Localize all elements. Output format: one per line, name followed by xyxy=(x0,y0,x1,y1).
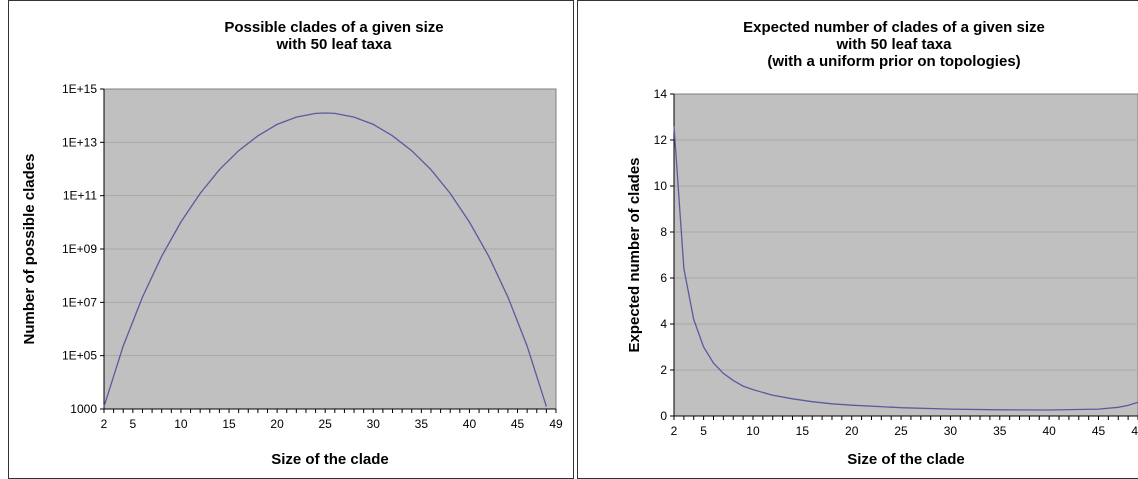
x-axis-label: Size of the clade xyxy=(271,451,389,468)
x-axis-label: Size of the clade xyxy=(847,451,965,468)
chart-panel-clade-counts: Possible clades of a given size with 50 l… xyxy=(8,0,574,479)
y-tick-label: 12 xyxy=(654,133,668,147)
x-tick-label: 5 xyxy=(130,417,137,431)
x-tick-label: 10 xyxy=(746,424,760,438)
y-tick-label: 1E+11 xyxy=(63,189,97,203)
x-tick-label: 30 xyxy=(944,424,958,438)
y-tick-label: 1E+13 xyxy=(62,135,97,149)
chart-title-line: Expected number of clades of a given siz… xyxy=(743,19,1045,36)
chart-title-line: Possible clades of a given size xyxy=(224,19,443,36)
x-tick-label: 49 xyxy=(549,417,563,431)
x-tick-label: 40 xyxy=(1042,424,1056,438)
chart-expected-clades: Expected number of clades of a given siz… xyxy=(626,19,1138,468)
y-axis-label: Expected number of clades xyxy=(626,157,643,352)
x-tick-label: 40 xyxy=(463,417,477,431)
x-tick-label: 35 xyxy=(993,424,1007,438)
x-tick-label: 20 xyxy=(270,417,284,431)
y-tick-label: 0 xyxy=(660,409,667,423)
y-tick-label: 14 xyxy=(654,87,668,101)
y-tick-label: 4 xyxy=(660,317,667,331)
x-tick-label: 25 xyxy=(319,417,333,431)
y-tick-label: 1E+09 xyxy=(62,242,97,256)
x-tick-label: 20 xyxy=(845,424,859,438)
series-line xyxy=(673,126,1138,411)
y-tick-label: 8 xyxy=(660,225,667,239)
y-tick-label: 1E+05 xyxy=(62,349,97,363)
x-tick-label: 35 xyxy=(415,417,429,431)
chart-title-line: (with a uniform prior on topologies) xyxy=(767,53,1020,70)
x-tick-label: 25 xyxy=(894,424,908,438)
x-tick-label: 45 xyxy=(1092,424,1106,438)
y-tick-label: 6 xyxy=(660,271,667,285)
chart-title-line: with 50 leaf taxa xyxy=(835,36,952,53)
chart-title-line: with 50 leaf taxa xyxy=(275,36,392,53)
y-tick-label: 1000 xyxy=(70,402,97,416)
x-tick-label: 45 xyxy=(511,417,525,431)
series-line xyxy=(103,112,548,407)
y-tick-label: 2 xyxy=(660,363,667,377)
x-tick-label: 5 xyxy=(700,424,707,438)
y-tick-label: 10 xyxy=(654,179,668,193)
chart-panel-expected-clades: Expected number of clades of a given siz… xyxy=(577,0,1138,479)
x-tick-label: 10 xyxy=(174,417,188,431)
plot-area xyxy=(673,93,1138,417)
x-tick-label: 2 xyxy=(101,417,108,431)
y-tick-label: 1E+15 xyxy=(62,82,97,96)
x-tick-label: 15 xyxy=(222,417,236,431)
x-tick-label: 2 xyxy=(671,424,678,438)
y-tick-label: 1E+07 xyxy=(62,295,97,309)
y-axis-label: Number of possible clades xyxy=(21,154,38,345)
x-tick-label: 15 xyxy=(796,424,810,438)
x-tick-label: 30 xyxy=(367,417,381,431)
x-tick-label: 49 xyxy=(1131,424,1138,438)
